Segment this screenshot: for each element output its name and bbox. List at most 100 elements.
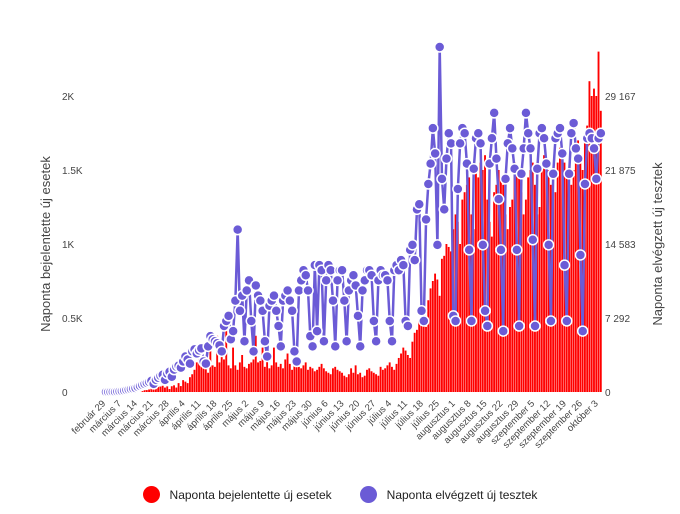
case-bar — [143, 389, 146, 392]
test-point — [261, 350, 273, 363]
case-bar — [320, 363, 323, 392]
test-point — [418, 315, 430, 327]
case-bar — [409, 357, 412, 392]
case-bar — [395, 363, 398, 392]
test-point — [472, 127, 485, 139]
case-bar — [538, 207, 541, 392]
test-point — [520, 107, 532, 119]
test-point — [250, 279, 262, 292]
case-bar — [590, 96, 593, 392]
test-point — [556, 147, 569, 160]
test-point — [338, 294, 351, 307]
case-bar — [166, 386, 169, 392]
test-point — [216, 345, 228, 358]
case-bar — [184, 381, 187, 392]
case-bar — [465, 184, 468, 392]
case-bar — [211, 365, 214, 392]
right-tick-label: 21 875 — [605, 166, 636, 177]
test-point — [499, 173, 512, 185]
case-bar — [379, 366, 382, 392]
test-point — [479, 305, 491, 317]
case-bar — [295, 357, 298, 392]
case-bar — [311, 368, 314, 392]
case-bar — [359, 372, 362, 392]
case-bar — [352, 372, 355, 392]
case-bar — [372, 372, 375, 392]
case-bar — [350, 368, 353, 392]
test-point — [488, 107, 500, 119]
case-bar — [173, 385, 175, 392]
chart: 0 0.5K 1K 1.5K 2K 0 7 292 14 583 21 875 29 167 f… — [38, 41, 665, 451]
case-bar — [248, 363, 250, 392]
legend: Naponta bejelentette új esetek Naponta e… — [0, 486, 680, 503]
left-axis: 0 0.5K 1K 1.5K 2K — [62, 92, 83, 399]
case-bar — [297, 366, 300, 392]
legend-label-cases: Naponta bejelentette új esetek — [169, 487, 332, 502]
case-bar — [556, 162, 559, 392]
test-point — [588, 142, 600, 155]
case-bar — [543, 155, 545, 392]
case-bar — [302, 365, 305, 392]
case-bar — [443, 255, 446, 392]
case-bar — [415, 329, 418, 392]
test-point — [318, 335, 330, 348]
test-point — [234, 305, 246, 317]
test-point — [572, 152, 584, 165]
tests-line — [100, 41, 607, 398]
test-point — [531, 162, 544, 175]
case-bar — [513, 162, 516, 392]
case-bar — [161, 385, 164, 392]
case-bar — [177, 383, 180, 392]
case-bar — [188, 377, 191, 392]
test-point — [440, 152, 453, 165]
case-bar — [195, 362, 198, 392]
case-bar — [511, 199, 514, 392]
case-bar — [343, 375, 346, 392]
test-point — [420, 213, 432, 226]
case-bar — [509, 207, 511, 392]
legend-item-tests[interactable]: Naponta elvégzett új tesztek — [359, 486, 537, 503]
case-bar — [164, 387, 166, 392]
case-bar — [504, 214, 507, 392]
case-bar — [216, 335, 219, 392]
case-bar — [152, 387, 155, 392]
case-bar — [445, 244, 448, 392]
test-point — [384, 315, 396, 327]
case-bar — [404, 350, 407, 392]
case-bar — [338, 371, 341, 392]
case-bar — [300, 368, 303, 392]
right-tick-label: 7 292 — [605, 314, 630, 325]
right-axis-title: Naponta elvégzett új tesztek — [650, 162, 665, 326]
test-point — [368, 315, 380, 327]
test-point — [240, 284, 253, 297]
case-bar — [413, 332, 416, 392]
legend-item-cases[interactable]: Naponta bejelentette új esetek — [142, 486, 332, 503]
case-bar — [238, 362, 241, 392]
test-point — [406, 239, 419, 251]
case-bar — [479, 162, 482, 392]
case-bar — [270, 365, 273, 392]
case-bar — [170, 386, 173, 392]
case-bar — [227, 365, 230, 392]
test-point — [270, 305, 282, 317]
case-bar — [175, 387, 178, 392]
test-point — [567, 117, 580, 129]
right-tick-label: 29 167 — [605, 92, 636, 103]
case-bar — [586, 125, 589, 392]
case-bar — [282, 368, 284, 392]
legend-swatch-tests — [359, 486, 377, 503]
case-bar — [384, 368, 387, 392]
case-bar — [463, 192, 466, 392]
test-point — [515, 168, 528, 180]
test-point — [415, 305, 428, 317]
case-bar — [420, 315, 423, 392]
case-bar — [425, 326, 427, 392]
case-bar — [304, 362, 307, 392]
case-bar — [257, 362, 259, 392]
test-point — [268, 289, 280, 302]
case-bar — [381, 369, 384, 392]
case-bar — [250, 362, 253, 392]
case-bar — [522, 214, 525, 392]
case-bar — [186, 383, 189, 392]
right-axis: 0 7 292 14 583 21 875 29 167 — [605, 92, 636, 399]
